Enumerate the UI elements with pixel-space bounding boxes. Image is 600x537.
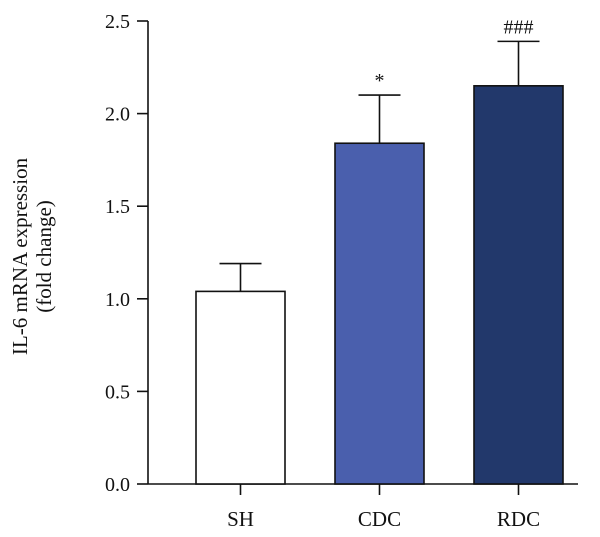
category-label-rdc: RDC xyxy=(497,507,540,531)
error-bars xyxy=(219,40,540,292)
y-tick-label: 1.0 xyxy=(105,289,130,311)
bar-sh xyxy=(195,290,286,485)
significance-cdc: * xyxy=(375,70,385,92)
significance-rdc: ### xyxy=(504,16,534,38)
y-tick-label: 2.5 xyxy=(105,11,130,33)
y-tick-label: 2.0 xyxy=(105,104,130,126)
y-tick-label: 0.0 xyxy=(105,474,130,496)
bar-cdc xyxy=(334,142,425,485)
category-labels: SH CDC RDC xyxy=(227,507,540,531)
category-label-cdc: CDC xyxy=(358,507,401,531)
y-axis-title-line-1: IL-6 mRNA expression xyxy=(8,157,32,355)
bars xyxy=(195,85,564,485)
y-tick-label: 1.5 xyxy=(105,196,130,218)
category-label-sh: SH xyxy=(227,507,254,531)
significance-markers: * ### xyxy=(375,16,534,92)
x-axis xyxy=(148,483,578,495)
y-tick-label: 0.5 xyxy=(105,381,130,403)
bar-rdc xyxy=(473,85,564,485)
y-axis: 0.0 0.5 1.0 1.5 2.0 2.5 xyxy=(105,11,149,496)
y-axis-title: IL-6 mRNA expression (fold change) xyxy=(8,157,56,355)
y-axis-title-line-2: (fold change) xyxy=(32,200,56,313)
